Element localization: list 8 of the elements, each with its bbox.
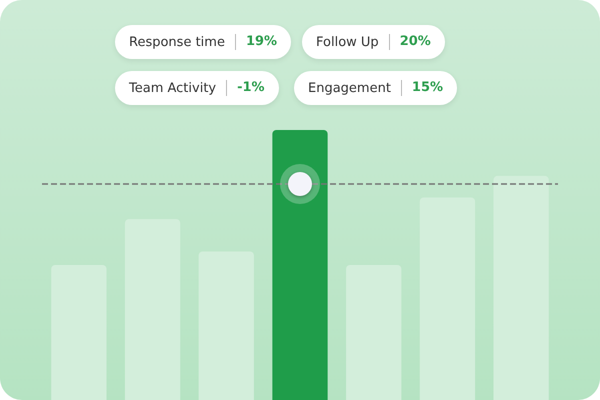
text: 20% [388,34,431,50]
text: -1% [226,80,265,96]
text: 15% [400,80,444,96]
text: Team Activity [129,80,216,96]
text: Response time [129,34,225,50]
text: Engagement [308,80,391,96]
text: Follow Up [316,34,379,50]
text: 19% [234,34,278,50]
